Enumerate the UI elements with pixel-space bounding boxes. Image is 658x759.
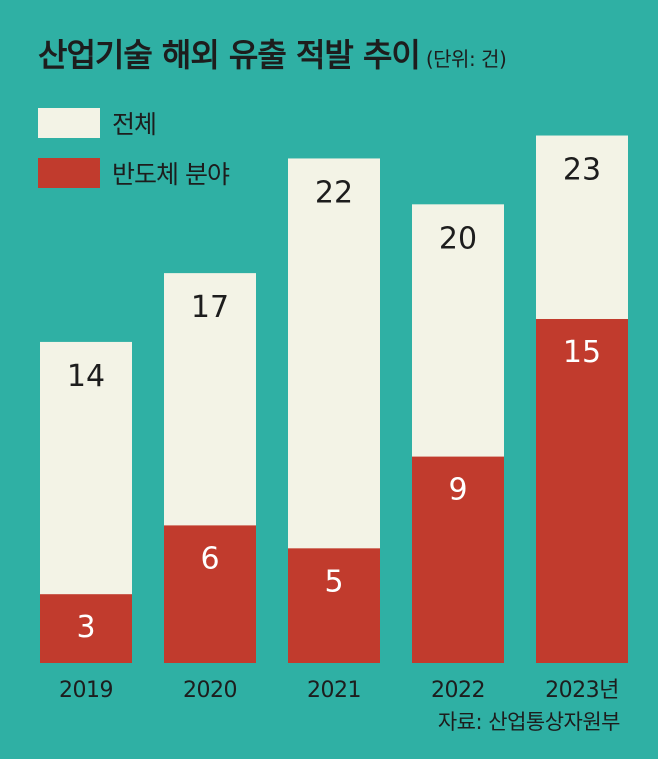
legend-item-semiconductor: 반도체 분야 bbox=[38, 158, 230, 189]
legend-swatch-total bbox=[38, 108, 100, 138]
data-label-total-3: 20 bbox=[439, 221, 477, 256]
legend-label-semiconductor: 반도체 분야 bbox=[112, 160, 230, 189]
data-label-semiconductor-2: 5 bbox=[324, 564, 343, 599]
legend-label-total: 전체 bbox=[112, 110, 157, 139]
data-label-total-2: 22 bbox=[315, 175, 353, 210]
data-label-total-0: 14 bbox=[67, 359, 105, 394]
title-text: 산업기술 해외 유출 적발 추이 bbox=[38, 36, 421, 74]
legend-item-total: 전체 bbox=[38, 108, 157, 139]
data-label-semiconductor-3: 9 bbox=[448, 473, 467, 508]
x-tick-label-3: 2022 bbox=[431, 678, 485, 703]
data-label-semiconductor-0: 3 bbox=[76, 610, 95, 645]
x-tick-label-0: 2019 bbox=[59, 678, 113, 703]
bar-semiconductor-0 bbox=[40, 594, 132, 663]
source-note: 자료: 산업통상자원부 bbox=[437, 710, 621, 734]
bar-semiconductor-2 bbox=[288, 548, 380, 663]
x-tick-label-1: 2020 bbox=[183, 678, 237, 703]
data-label-semiconductor-1: 6 bbox=[200, 541, 219, 576]
bar-semiconductor-3 bbox=[412, 456, 504, 663]
x-tick-label-4: 2023년 bbox=[545, 678, 619, 703]
unit-label: (단위: 건) bbox=[425, 47, 507, 71]
bar-semiconductor-1 bbox=[164, 525, 256, 663]
x-tick-label-2: 2021 bbox=[307, 678, 361, 703]
data-label-total-4: 23 bbox=[563, 153, 601, 188]
data-label-semiconductor-4: 15 bbox=[563, 335, 601, 370]
data-label-total-1: 17 bbox=[191, 290, 229, 325]
chart-title: 산업기술 해외 유출 적발 추이 (단위: 건) bbox=[38, 30, 507, 76]
bar-semiconductor-4 bbox=[536, 318, 628, 663]
legend-swatch-semiconductor bbox=[38, 158, 100, 188]
